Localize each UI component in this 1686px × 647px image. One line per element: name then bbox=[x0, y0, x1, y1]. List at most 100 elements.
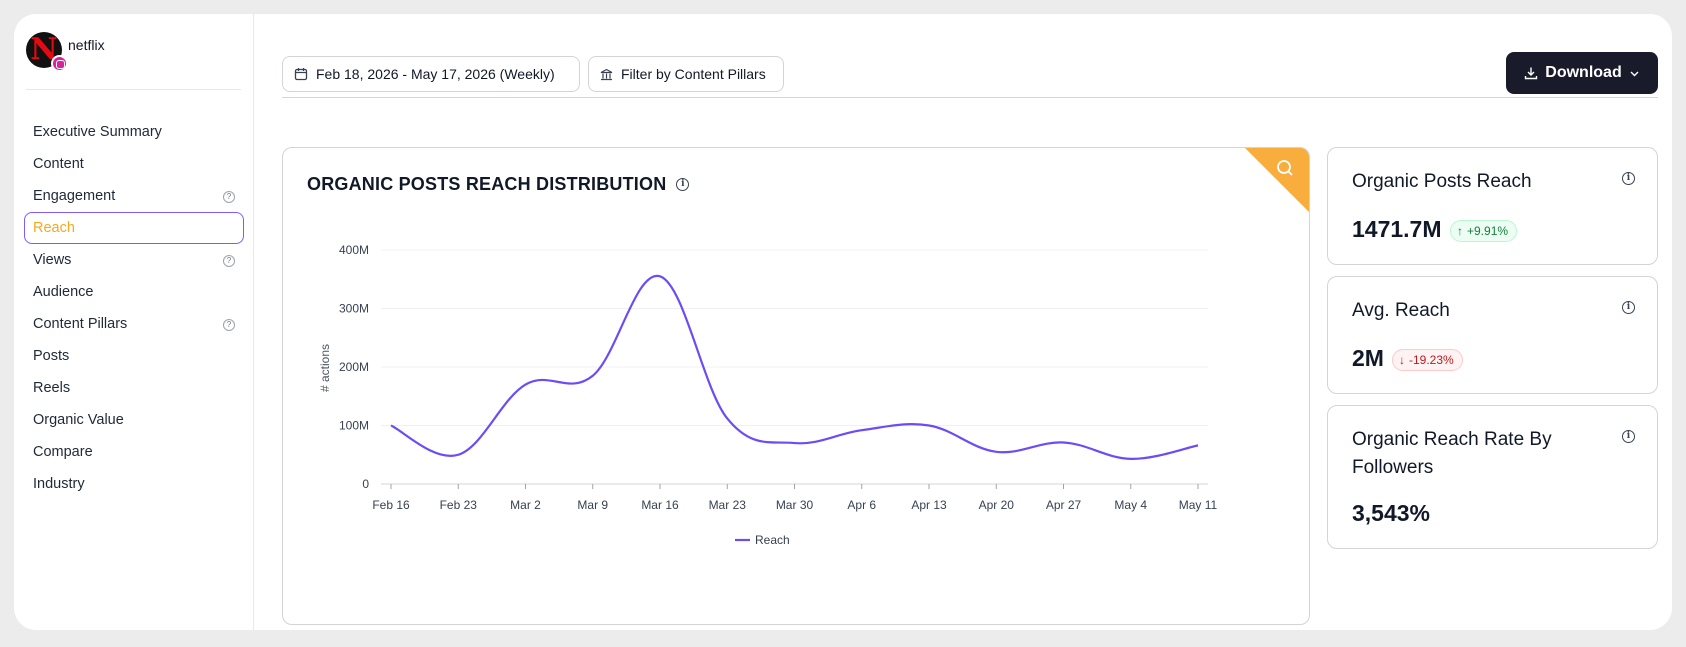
y-tick-label: 0 bbox=[362, 477, 369, 491]
sidebar-item-content-pillars[interactable]: Content Pillars? bbox=[24, 308, 244, 340]
sidebar-item-label: Reach bbox=[33, 220, 75, 236]
brand[interactable]: N netflix bbox=[26, 30, 105, 72]
data-point bbox=[1062, 440, 1066, 444]
change-badge: ↑ +9.91% bbox=[1450, 220, 1518, 242]
change-badge: ↓ -19.23% bbox=[1392, 349, 1463, 371]
data-point bbox=[927, 424, 931, 428]
help-icon[interactable]: ? bbox=[223, 191, 235, 203]
info-icon[interactable]: i bbox=[1622, 301, 1635, 314]
x-tick-label: May 4 bbox=[1114, 498, 1147, 512]
sidebar-item-label: Views bbox=[33, 252, 72, 268]
change-value: -19.23% bbox=[1409, 353, 1454, 367]
sidebar-item-label: Audience bbox=[33, 284, 94, 300]
x-tick-label: Apr 20 bbox=[979, 498, 1015, 512]
netflix-logo-icon: N bbox=[26, 32, 68, 72]
kpi-title: Organic Posts Reach bbox=[1352, 171, 1532, 192]
x-tick-label: Apr 27 bbox=[1046, 498, 1082, 512]
info-icon[interactable]: i bbox=[676, 178, 690, 191]
kpi-value: 2M bbox=[1352, 345, 1384, 371]
legend-label: Reach bbox=[755, 533, 790, 547]
y-tick-label: 200M bbox=[339, 360, 369, 374]
filter-content-pillars-button[interactable]: Filter by Content Pillars bbox=[588, 56, 784, 92]
brand-name: netflix bbox=[68, 37, 105, 53]
x-tick-label: Apr 13 bbox=[911, 498, 947, 512]
reach-line-chart: 0 100M 200M 300M 400M # actions Feb 16 Feb 23 Ma… bbox=[318, 243, 1218, 547]
x-tick-label: May 11 bbox=[1179, 498, 1218, 512]
sidebar-item-label: Compare bbox=[33, 444, 93, 460]
sidebar-item-engagement[interactable]: Engagement? bbox=[24, 180, 244, 212]
chevron-down-icon bbox=[1630, 71, 1639, 76]
x-tick-label: Mar 2 bbox=[510, 498, 541, 512]
x-tick-label: Mar 16 bbox=[641, 498, 679, 512]
data-point bbox=[725, 416, 729, 420]
x-tick-label: Feb 16 bbox=[372, 498, 410, 512]
sidebar-item-executive-summary[interactable]: Executive Summary bbox=[24, 116, 244, 148]
sidebar-item-posts[interactable]: Posts bbox=[24, 340, 244, 372]
sidebar-nav: Executive Summary Content Engagement? Reach… bbox=[24, 116, 244, 500]
toolbar: Feb 18, 2026 - May 17, 2026 (Weekly) Fil… bbox=[282, 42, 1658, 94]
kpi-title: Avg. Reach bbox=[1352, 300, 1450, 321]
sidebar-item-content[interactable]: Content bbox=[24, 148, 244, 180]
download-icon bbox=[1525, 67, 1538, 80]
sidebar-item-label: Industry bbox=[33, 476, 85, 492]
sidebar-item-label: Executive Summary bbox=[33, 124, 162, 140]
kpi-value: 1471.7M bbox=[1352, 216, 1442, 242]
x-tick-label: Apr 6 bbox=[847, 498, 876, 512]
sidebar-item-label: Reels bbox=[33, 380, 71, 396]
data-point bbox=[793, 441, 797, 445]
sidebar-item-label: Content Pillars bbox=[33, 316, 128, 332]
y-tick-label: 100M bbox=[339, 419, 369, 433]
x-tick-label: Mar 30 bbox=[776, 498, 814, 512]
data-point bbox=[994, 450, 998, 454]
sidebar-item-label: Engagement bbox=[33, 188, 116, 204]
x-tick-label: Mar 9 bbox=[577, 498, 608, 512]
help-icon[interactable]: ? bbox=[223, 255, 235, 267]
download-button[interactable]: Download bbox=[1506, 52, 1658, 94]
data-point bbox=[860, 428, 864, 432]
zoom-corner-button[interactable] bbox=[1245, 148, 1309, 212]
sidebar-item-audience[interactable]: Audience bbox=[24, 276, 244, 308]
info-icon[interactable]: i bbox=[1622, 172, 1635, 185]
y-axis-label: # actions bbox=[318, 344, 332, 392]
help-icon[interactable]: ? bbox=[223, 319, 235, 331]
app-window: N netflix Executive Summary Content Engage… bbox=[14, 14, 1672, 630]
kpi-title: Organic Reach Rate By Followers bbox=[1352, 429, 1552, 478]
y-tick-label: 300M bbox=[339, 302, 369, 316]
data-point bbox=[524, 383, 528, 387]
sidebar-divider bbox=[26, 89, 241, 90]
sidebar-item-reels[interactable]: Reels bbox=[24, 372, 244, 404]
date-range-label: Feb 18, 2026 - May 17, 2026 (Weekly) bbox=[316, 66, 555, 82]
arrow-down-icon: ↓ bbox=[1399, 353, 1405, 367]
change-value: +9.91% bbox=[1467, 224, 1509, 238]
y-tick-label: 400M bbox=[339, 243, 369, 257]
chart-title: ORGANIC POSTS REACH DISTRIBUTION i bbox=[307, 174, 690, 195]
chart-title-text: ORGANIC POSTS REACH DISTRIBUTION bbox=[307, 174, 667, 194]
info-icon[interactable]: i bbox=[1622, 430, 1635, 443]
data-point bbox=[389, 424, 393, 428]
search-icon bbox=[1277, 160, 1293, 176]
kpi-value: 3,543% bbox=[1352, 500, 1431, 526]
download-label: Download bbox=[1545, 64, 1622, 81]
data-point bbox=[591, 374, 595, 378]
instagram-icon bbox=[51, 55, 68, 72]
sidebar-item-reach[interactable]: Reach bbox=[24, 212, 244, 244]
sidebar-item-compare[interactable]: Compare bbox=[24, 436, 244, 468]
sidebar-item-views[interactable]: Views? bbox=[24, 244, 244, 276]
kpi-card: Organic Reach Rate By Followers i 3,543% bbox=[1327, 405, 1658, 549]
sidebar-item-organic-value[interactable]: Organic Value bbox=[24, 404, 244, 436]
sidebar-item-label: Posts bbox=[33, 348, 70, 364]
x-tick-label: Feb 23 bbox=[440, 498, 478, 512]
sidebar-item-industry[interactable]: Industry bbox=[24, 468, 244, 500]
date-range-picker[interactable]: Feb 18, 2026 - May 17, 2026 (Weekly) bbox=[282, 56, 580, 92]
data-point bbox=[658, 274, 662, 278]
data-point bbox=[1129, 457, 1133, 461]
data-point bbox=[456, 453, 460, 457]
kpi-card: Organic Posts Reach i 1471.7M ↑ +9.91% bbox=[1327, 147, 1658, 265]
arrow-up-icon: ↑ bbox=[1457, 224, 1463, 238]
filter-label: Filter by Content Pillars bbox=[621, 66, 766, 82]
kpi-card: Avg. Reach i 2M ↓ -19.23% bbox=[1327, 276, 1658, 394]
sidebar-item-label: Content bbox=[33, 156, 84, 172]
data-point bbox=[1196, 443, 1200, 447]
pillars-icon bbox=[600, 68, 613, 80]
calendar-icon bbox=[294, 68, 308, 81]
